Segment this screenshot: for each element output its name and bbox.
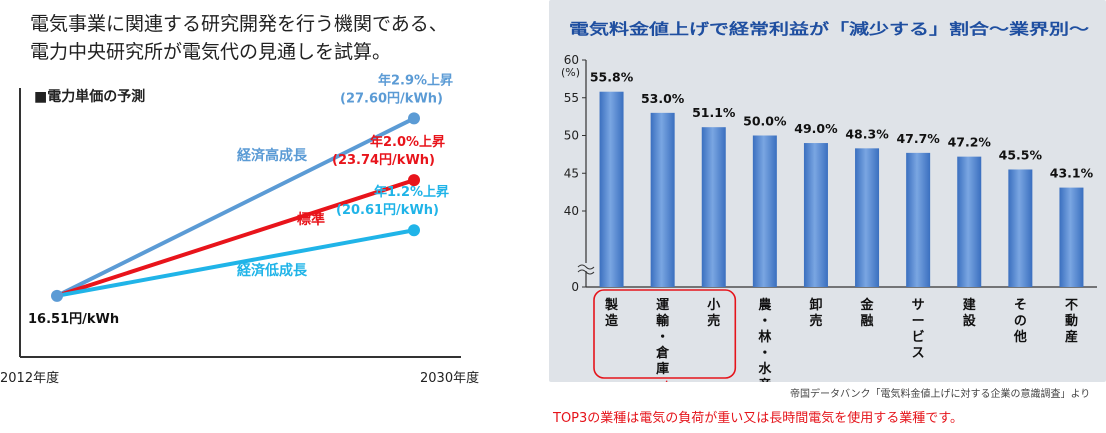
rate-label-high-growth: 年2.9%上昇 [378,72,453,88]
source-note: 帝国データバンク「電気料金値上げに対する企業の意識調査」より [790,389,1091,400]
category-label-char: 産 [1065,329,1078,345]
bar-chart-panel: 電気料金値上げで経常利益が「減少する」割合～業界別～ (%) 0 40 45 50 55 60… [549,0,1106,382]
category-label-char: 倉 [655,345,670,361]
axis-break-mark-top [577,264,595,270]
category-label-char: 不 [1065,298,1078,313]
bar-value-label: 47.7% [896,131,940,146]
series-name-standard: 標準 [297,211,325,228]
intro-line-2: 電力中央研究所が電気代の見通しを試算。 [30,41,392,63]
start-point [51,289,63,302]
bar-value-label: 47.2% [948,135,992,150]
bar-value-label: 49.0% [794,121,838,136]
bar-value-label: 51.1% [692,105,736,120]
category-label-char: 動 [1065,313,1078,329]
bar-value-label: 43.1% [1050,166,1094,181]
series-end-point-standard [408,174,420,187]
category-label-char: 林 [758,329,771,345]
intro-text: 電気事業に関連する研究開発を行う機関である、 電力中央研究所が電気代の見通しを試… [30,10,550,66]
top3-highlight-box [593,289,737,379]
category-label-char: そ [1014,298,1027,313]
bar [1059,187,1084,287]
category-label-char: ・ [656,330,669,345]
intro-line-1: 電気事業に関連する研究開発を行う機関である、 [30,13,448,35]
category-label-char: 産 [758,377,771,382]
value-label-high-growth: (27.60円/kWh) [340,91,443,106]
x-tick-label-start: 2012年度 [0,370,59,386]
category-label-char: 他 [1013,329,1027,345]
category-label-char: 庫 [656,361,669,377]
bar [803,143,828,287]
bar [599,91,624,288]
category-label-char: 売 [809,313,822,329]
value-label-low-growth: (20.61円/kWh) [336,203,439,218]
category-label-char: 建 [963,297,976,313]
category-label-char: ・ [758,346,771,361]
axis-break-mark-bottom [577,269,595,275]
series-end-point-high-growth [408,112,420,125]
category-label-char: 水 [758,361,772,377]
y-tick-label: 50 [564,129,579,143]
series-line-low-growth [55,228,416,298]
bar [752,135,777,287]
y-tick-label: 0 [571,280,579,294]
category-label-char: 造 [605,313,619,329]
series-name-high-growth: 経済高成長 [237,147,308,164]
category-label-char: ー [912,314,925,329]
category-label-char: ビ [912,329,925,345]
category-label-char: ・ [758,314,771,329]
y-tick-label: 40 [564,204,579,218]
category-label-char: 小 [707,298,720,313]
rate-label-low-growth: 年1.2%上昇 [374,184,449,200]
left-chart-title: ■電力単価の予測 [34,89,146,105]
category-label-char: 製 [604,297,618,313]
category-label-char: 卸 [809,297,822,313]
bar-value-label: 48.3% [845,126,889,141]
y-tick-label: 55 [564,91,579,105]
bar-value-label: 55.8% [590,70,634,85]
highlight-arrow-head [665,380,668,382]
category-label-char: 設 [963,313,977,329]
x-tick-label-end: 2030年度 [420,370,479,386]
top3-note: TOP3の業種は電気の負荷が重い又は長時間電気を使用する業種です。 [553,411,963,426]
category-label-char: の [1014,314,1027,329]
bar [650,112,675,287]
y-unit-label: (%) [561,66,580,79]
series-line-high-growth [55,116,416,298]
category-label-char: 運 [656,298,669,313]
series-name-low-growth: 経済低成長 [237,262,308,279]
y-tick-label: 60 [564,53,579,67]
bar-value-label: 50.0% [743,114,787,129]
series-end-point-low-growth [408,224,420,237]
category-label-char: 農 [758,297,772,313]
category-label-char: サ [912,298,925,313]
start-value-label: 16.51円/kWh [28,312,119,327]
bar [1008,169,1033,287]
bar [906,152,931,287]
category-label-char: ス [912,346,925,361]
bar-value-label: 45.5% [999,147,1043,162]
rate-label-standard: 年2.0%上昇 [370,134,445,150]
bar [957,156,982,287]
bar-value-label: 53.0% [641,91,685,106]
chart-title: 電気料金値上げで経常利益が「減少する」割合～業界別～ [569,20,1089,38]
price-forecast-chart: 2012年度 2030年度 経済高成長 年2.9%上昇 (27.60円/kWh) 標準 年2… [0,72,479,386]
profit-decrease-bar-chart: 電気料金値上げで経常利益が「減少する」割合～業界別～ (%) 0 40 45 50 55 60… [549,0,1106,382]
bar [855,148,880,287]
category-label-char: 輸 [656,313,670,329]
category-label-char: 金 [860,297,875,313]
category-label-char: 売 [707,313,720,329]
y-tick-label: 45 [564,166,579,180]
bar [701,127,726,287]
value-label-standard: (23.74円/kWh) [332,153,435,168]
series-line-standard [55,178,416,298]
category-label-char: 融 [861,313,874,329]
